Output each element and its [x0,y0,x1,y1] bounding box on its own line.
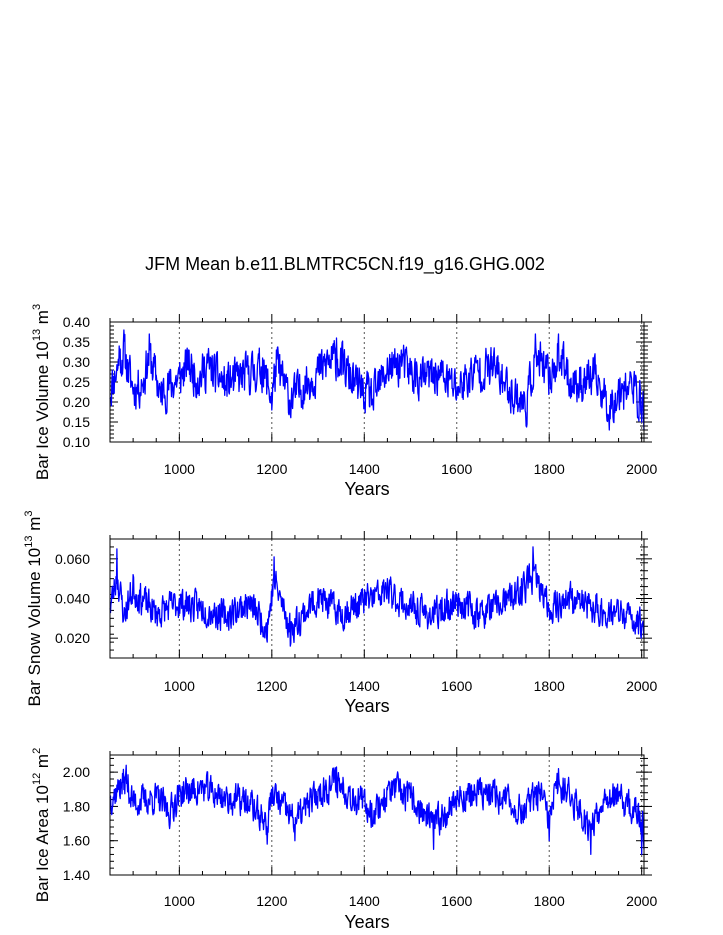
x-tick-label: 1400 [349,893,380,909]
x-tick-label: 2000 [626,461,657,477]
x-axis-label: Years [344,696,389,716]
x-tick-label: 1800 [534,678,565,694]
y-tick-label: 0.40 [63,314,90,330]
y-tick-label: 0.30 [63,354,90,370]
x-tick-label: 1000 [164,461,195,477]
x-axis-label: Years [344,912,389,932]
y-tick-label: 0.20 [63,394,90,410]
x-tick-label: 2000 [626,678,657,694]
panel-snow-volume: 1000 1200 1400 1600 1800 2000 0.020 0.040 0.060 Y… [23,510,657,716]
x-tick-label: 1600 [441,678,472,694]
y-axis-label: Bar Ice Area 1012 m2 [31,748,52,902]
y-tick-label: 1.60 [63,833,90,849]
y-tick-label: 0.15 [63,414,90,430]
x-axis-label: Years [344,479,389,499]
x-tick-label: 1800 [534,461,565,477]
x-tick-label: 2000 [626,893,657,909]
plot-frame [109,321,645,443]
panel-ice-area: 1000 1200 1400 1600 1800 2000 1.40 1.60 1.80 2.00… [31,747,657,932]
x-tick-label: 1000 [164,678,195,694]
plot-frame [109,754,645,876]
x-tick-label: 1600 [441,893,472,909]
x-tick-label: 1600 [441,461,472,477]
y-tick-label: 0.10 [63,434,90,450]
y-tick-label: 2.00 [63,764,90,780]
series-line-ice-volume [109,329,645,431]
y-tick-label: 0.040 [55,591,90,607]
x-tick-label: 1800 [534,893,565,909]
y-tick-label: 1.80 [63,798,90,814]
plot-frame [109,538,645,659]
y-tick-label: 0.060 [55,551,90,567]
y-axis-label: Bar Ice Volume 1013 m3 [31,304,52,480]
x-tick-label: 1200 [256,678,287,694]
y-axis-label: Bar Snow Volume 1013 m3 [23,510,44,706]
x-tick-label: 1000 [164,893,195,909]
panel-ice-volume: 1000 1200 1400 1600 1800 2000 0.10 0.15 0.20 0.25… [31,304,657,499]
x-tick-label: 1400 [349,678,380,694]
x-tick-label: 1400 [349,461,380,477]
x-tick-label: 1200 [256,461,287,477]
y-tick-label: 0.020 [55,630,90,646]
series-line-ice-area [109,764,645,856]
figure-title: JFM Mean b.e11.BLMTRC5CN.f19_g16.GHG.002 [145,254,545,275]
y-tick-label: 0.35 [63,334,90,350]
y-tick-label: 0.25 [63,374,90,390]
x-tick-label: 1200 [256,893,287,909]
series-line-snow-volume [109,546,645,647]
y-tick-label: 1.40 [63,867,90,883]
